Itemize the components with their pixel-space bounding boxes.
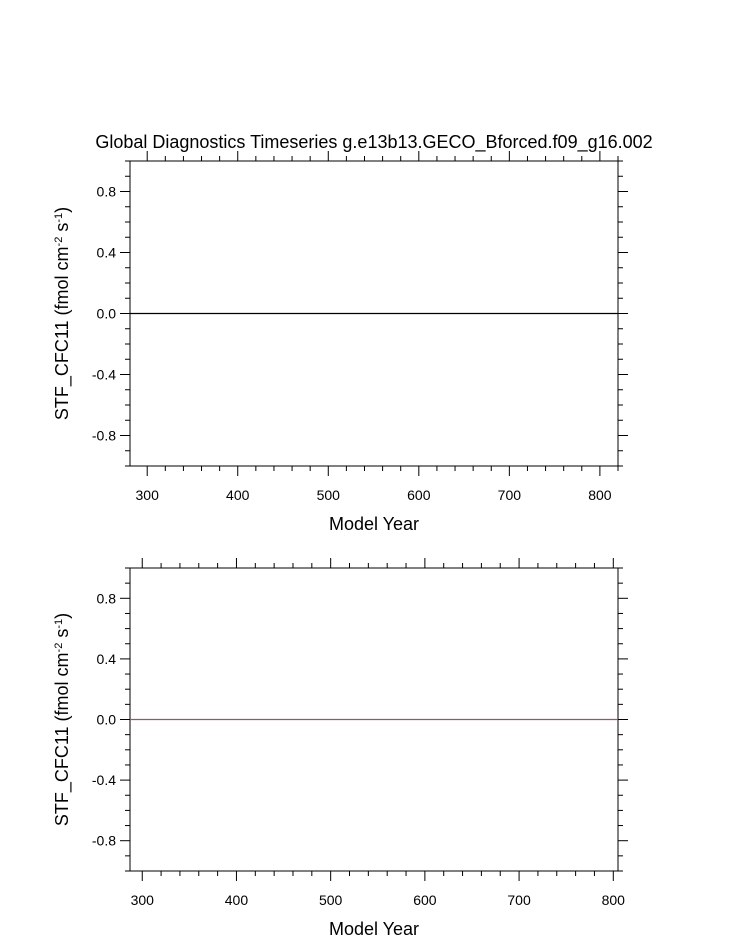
y-tick-label: 0.0 — [97, 712, 117, 728]
y-tick-label: -0.8 — [92, 428, 116, 444]
y-tick-label: 0.4 — [97, 245, 117, 261]
x-tick-label: 800 — [602, 892, 626, 908]
x-tick-label: 300 — [131, 892, 155, 908]
y-axis-label: STF_CFC11 (fmol cm-2 s-1) — [52, 207, 73, 420]
x-axis-label: Model Year — [329, 514, 419, 534]
x-tick-label: 700 — [507, 892, 531, 908]
y-tick-label: 0.0 — [97, 306, 117, 322]
y-tick-label: 0.8 — [97, 590, 117, 606]
x-tick-label: 400 — [226, 487, 250, 503]
chart-title: Global Diagnostics Timeseries g.e13b13.G… — [95, 132, 652, 153]
x-tick-label: 500 — [317, 487, 341, 503]
chart-bottom: 0.8 0.4 0.0 -0.4 -0.8 300 400 500 600 700 800 Model… — [52, 558, 628, 939]
y-tick-label: 0.8 — [97, 184, 117, 200]
x-tick-label: 600 — [407, 487, 431, 503]
x-tick-label: 300 — [136, 487, 160, 503]
y-tick-label: -0.4 — [92, 772, 116, 788]
y-axis-label: STF_CFC11 (fmol cm-2 s-1) — [52, 613, 73, 826]
x-tick-label: 700 — [498, 487, 522, 503]
x-tick-label: 800 — [588, 487, 612, 503]
chart-top: 0.8 0.4 0.0 -0.4 -0.8 300 400 500 600 700 800 Model… — [52, 151, 628, 534]
x-axis-label: Model Year — [329, 919, 419, 939]
tick-marks — [120, 558, 628, 881]
x-tick-label: 500 — [319, 892, 343, 908]
tick-marks — [120, 151, 628, 476]
y-tick-label: -0.4 — [92, 367, 116, 383]
y-tick-label: 0.4 — [97, 651, 117, 667]
x-tick-label: 400 — [225, 892, 249, 908]
y-tick-label: -0.8 — [92, 833, 116, 849]
x-tick-label: 600 — [413, 892, 437, 908]
